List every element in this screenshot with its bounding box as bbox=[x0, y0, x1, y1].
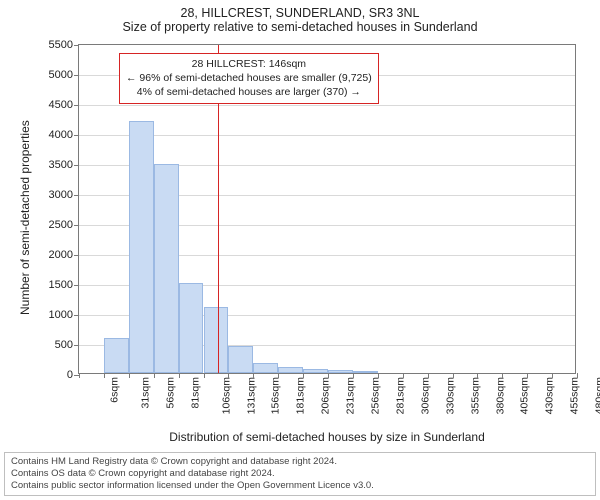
x-tick: 306sqm bbox=[419, 377, 431, 414]
x-tick: 355sqm bbox=[469, 377, 481, 414]
y-tick: 3000 bbox=[49, 189, 73, 201]
y-tick: 2500 bbox=[49, 219, 73, 231]
footer-line-2: Contains OS data © Crown copyright and d… bbox=[11, 468, 589, 480]
footer-line-1: Contains HM Land Registry data © Crown c… bbox=[11, 456, 589, 468]
histogram-bar bbox=[228, 346, 253, 373]
y-tick: 4500 bbox=[49, 99, 73, 111]
x-tick: 81sqm bbox=[189, 377, 201, 409]
x-tick: 181sqm bbox=[295, 377, 307, 414]
histogram-bar bbox=[179, 283, 204, 373]
titles: 28, HILLCREST, SUNDERLAND, SR3 3NL Size … bbox=[0, 0, 600, 34]
x-tick: 156sqm bbox=[270, 377, 282, 414]
x-axis-label: Distribution of semi-detached houses by … bbox=[78, 430, 576, 444]
histogram-bar bbox=[353, 371, 378, 373]
histogram-bar bbox=[204, 307, 229, 373]
y-tick: 4000 bbox=[49, 129, 73, 141]
attribution-footer: Contains HM Land Registry data © Crown c… bbox=[4, 452, 596, 496]
x-tick: 206sqm bbox=[320, 377, 332, 414]
histogram-bar bbox=[104, 338, 129, 373]
y-tick: 0 bbox=[67, 369, 73, 381]
x-tick: 256sqm bbox=[369, 377, 381, 414]
histogram-bar bbox=[303, 369, 328, 373]
x-tick: 56sqm bbox=[164, 377, 176, 409]
x-tick: 131sqm bbox=[245, 377, 257, 414]
histogram-bar bbox=[154, 164, 179, 373]
x-tick: 380sqm bbox=[494, 377, 506, 414]
histogram-plot: 0500100015002000250030003500400045005000… bbox=[78, 44, 576, 374]
y-tick: 500 bbox=[55, 339, 73, 351]
y-tick: 3500 bbox=[49, 159, 73, 171]
x-tick: 231sqm bbox=[344, 377, 356, 414]
x-tick: 6sqm bbox=[109, 377, 121, 403]
callout-larger: 4% of semi-detached houses are larger (3… bbox=[126, 85, 372, 99]
histogram-bar bbox=[278, 367, 303, 373]
callout-smaller: ← 96% of semi-detached houses are smalle… bbox=[126, 71, 372, 85]
x-tick: 455sqm bbox=[569, 377, 581, 414]
x-tick: 106sqm bbox=[220, 377, 232, 414]
y-tick: 1000 bbox=[49, 309, 73, 321]
histogram-bar bbox=[253, 363, 278, 373]
histogram-bar bbox=[129, 121, 154, 373]
x-tick: 430sqm bbox=[544, 377, 556, 414]
title-line-2: Size of property relative to semi-detach… bbox=[8, 20, 592, 34]
property-callout: 28 HILLCREST: 146sqm← 96% of semi-detach… bbox=[119, 53, 379, 104]
callout-title: 28 HILLCREST: 146sqm bbox=[126, 57, 372, 71]
x-tick: 281sqm bbox=[394, 377, 406, 414]
title-line-1: 28, HILLCREST, SUNDERLAND, SR3 3NL bbox=[8, 6, 592, 20]
x-tick: 405sqm bbox=[519, 377, 531, 414]
y-tick: 2000 bbox=[49, 249, 73, 261]
y-tick: 5000 bbox=[49, 69, 73, 81]
histogram-bar bbox=[328, 370, 353, 373]
footer-line-3: Contains public sector information licen… bbox=[11, 480, 589, 492]
x-tick: 330sqm bbox=[444, 377, 456, 414]
y-tick: 1500 bbox=[49, 279, 73, 291]
y-tick: 5500 bbox=[49, 39, 73, 51]
x-tick: 31sqm bbox=[139, 377, 151, 409]
x-tick: 480sqm bbox=[593, 377, 600, 414]
y-axis-label: Number of semi-detached properties bbox=[18, 120, 32, 315]
